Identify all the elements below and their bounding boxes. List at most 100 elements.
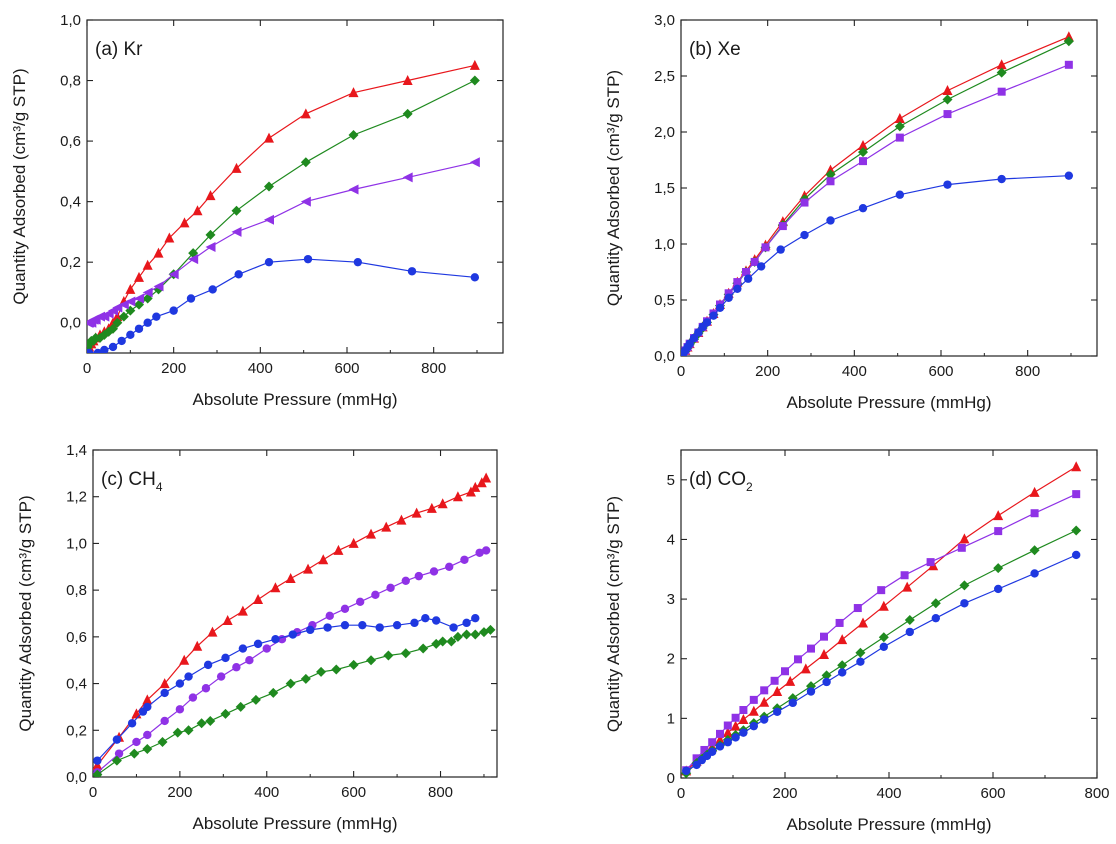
- x-tick-label: 0: [677, 363, 685, 380]
- data-point-blue: [743, 274, 753, 283]
- y-tick-label: 3,0: [654, 12, 675, 29]
- data-point-blue: [1064, 171, 1074, 180]
- data-point-purple: [731, 713, 740, 722]
- data-point-blue: [353, 257, 363, 267]
- x-tick-label: 400: [842, 363, 867, 380]
- data-point-blue: [108, 342, 118, 352]
- data-point-blue: [708, 747, 717, 756]
- data-point-purple: [112, 302, 123, 313]
- data-point-blue: [997, 174, 1006, 184]
- y-tick-label: 0,5: [654, 292, 675, 309]
- data-point-blue: [724, 293, 733, 302]
- y-tick-label: 1: [667, 710, 675, 727]
- series-line-red: [685, 466, 1077, 772]
- data-point-red: [205, 190, 216, 201]
- data-point-green: [470, 629, 481, 640]
- data-point-blue: [323, 623, 332, 632]
- data-point-green: [418, 643, 429, 654]
- data-point-purple: [262, 644, 271, 653]
- data-point-green: [996, 67, 1007, 78]
- data-point-red: [192, 205, 203, 216]
- data-point-red: [231, 162, 242, 173]
- y-tick-label: 1,0: [60, 12, 81, 29]
- data-point-green: [993, 563, 1004, 574]
- data-point-blue: [739, 728, 748, 737]
- data-point-red: [942, 85, 953, 96]
- data-point-blue: [93, 348, 103, 353]
- data-point-blue: [407, 267, 417, 276]
- panel-label-main: (d) CO: [689, 469, 746, 490]
- data-point-blue: [392, 620, 402, 630]
- data-point-blue: [788, 698, 797, 708]
- data-point-purple: [143, 730, 152, 740]
- data-point-blue: [238, 644, 248, 653]
- data-point-purple: [188, 693, 198, 702]
- data-point-purple: [445, 562, 454, 571]
- series-group: [93, 472, 496, 777]
- y-tick-label: 0,0: [654, 348, 675, 365]
- y-tick-label: 0,0: [66, 769, 87, 786]
- data-point-red: [800, 663, 811, 674]
- data-point-purple: [355, 597, 365, 607]
- data-point-green: [894, 121, 905, 132]
- data-point-blue: [303, 254, 313, 264]
- data-point-purple: [807, 644, 815, 653]
- data-point-green: [383, 650, 394, 661]
- data-point-purple: [724, 289, 733, 298]
- data-point-purple: [401, 576, 410, 585]
- y-tick-label: 2,0: [654, 124, 675, 141]
- data-point-purple: [188, 254, 199, 265]
- x-axis-title: Absolute Pressure (mmHg): [786, 815, 991, 834]
- data-point-blue: [682, 766, 691, 776]
- data-point-red: [142, 259, 153, 270]
- data-point-purple: [1064, 60, 1073, 69]
- data-point-blue: [421, 613, 430, 623]
- data-point-purple: [794, 655, 802, 664]
- data-point-purple: [826, 177, 835, 186]
- data-point-green: [220, 708, 231, 719]
- data-point-green: [316, 666, 327, 677]
- data-point-green: [446, 636, 457, 647]
- data-point-blue: [112, 735, 122, 744]
- data-point-blue: [87, 348, 94, 353]
- series-group: [681, 31, 1074, 356]
- data-point-blue: [375, 623, 384, 632]
- data-point-purple: [994, 527, 1003, 536]
- data-point-red: [303, 563, 314, 574]
- data-point-purple: [1030, 509, 1039, 518]
- data-point-green: [196, 718, 207, 729]
- data-point-red: [207, 626, 218, 637]
- data-point-red: [402, 75, 413, 86]
- data-point-blue: [175, 679, 185, 688]
- data-point-green: [348, 130, 359, 141]
- data-point-blue: [731, 733, 740, 742]
- chart-panel-1: 0 200 400 600 800 0,0 0,2 0,4 0,6 0,8 1,0 Absolute …: [10, 12, 504, 409]
- data-point-red: [134, 271, 144, 282]
- x-tick-label: 400: [876, 785, 901, 802]
- data-point-red: [159, 678, 170, 689]
- data-point-purple: [742, 268, 750, 276]
- y-tick-label: 0,2: [60, 254, 81, 271]
- data-point-red: [878, 600, 889, 611]
- data-point-purple: [125, 296, 136, 307]
- data-point-purple: [460, 555, 469, 564]
- data-point-green: [264, 181, 274, 192]
- data-point-red: [333, 544, 344, 555]
- data-point-purple: [820, 632, 828, 641]
- data-point-blue: [715, 303, 725, 313]
- data-point-blue: [773, 707, 782, 717]
- data-point-red: [748, 705, 759, 716]
- data-point-red: [730, 720, 741, 731]
- data-point-purple: [232, 663, 241, 672]
- x-tick-label: 0: [83, 360, 91, 377]
- data-point-green: [855, 647, 866, 658]
- data-point-red: [1029, 486, 1040, 497]
- data-point-red: [142, 694, 153, 705]
- series-line-purple: [682, 64, 1070, 355]
- data-point-blue: [723, 738, 732, 747]
- y-tick-label: 4: [667, 531, 675, 548]
- series-line-green: [685, 529, 1077, 774]
- data-point-purple: [761, 243, 770, 252]
- data-point-purple: [853, 604, 862, 613]
- data-point-purple: [733, 278, 742, 287]
